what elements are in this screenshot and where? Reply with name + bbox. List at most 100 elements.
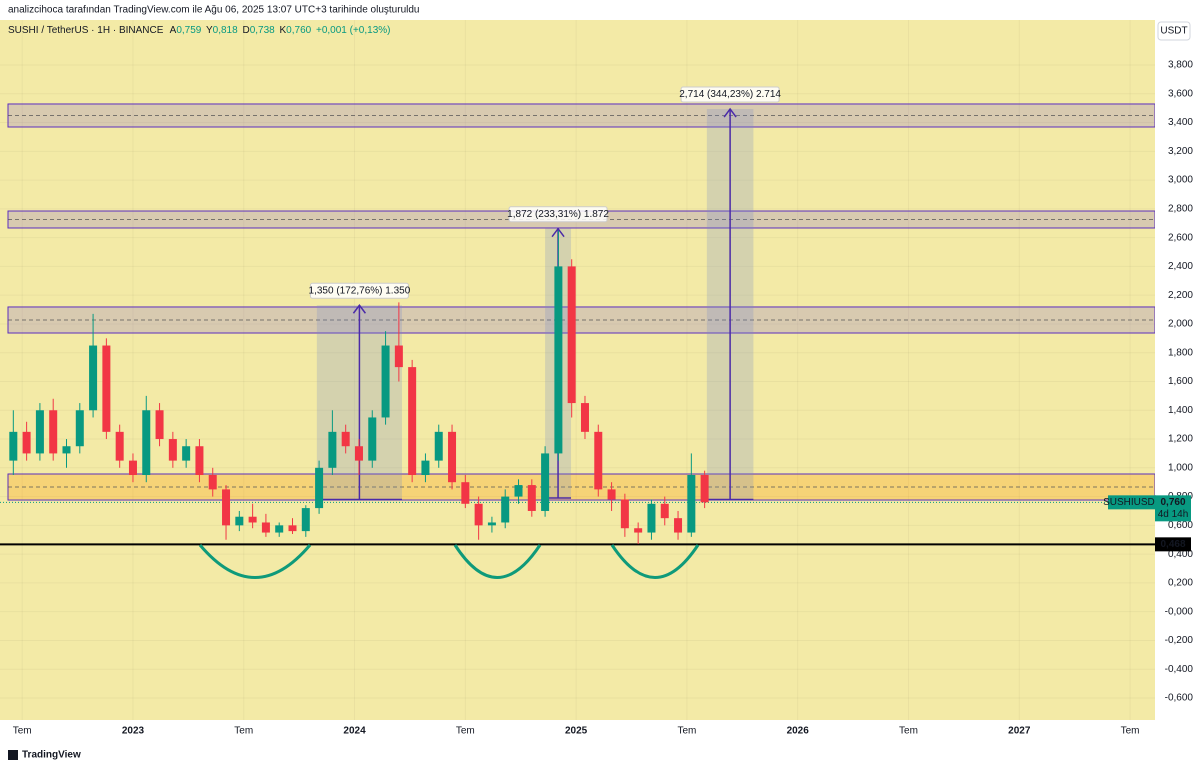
measure-label-box — [309, 282, 409, 299]
last-symbol: SUSHIUSDT — [1103, 497, 1161, 508]
last-price: 0,760 — [1160, 497, 1185, 508]
candle-body — [687, 475, 696, 533]
candle-body — [261, 522, 270, 533]
x-tick-label: 2023 — [122, 726, 145, 737]
y-tick-label: 1,200 — [1168, 434, 1193, 445]
arrow-head — [723, 107, 737, 118]
y-tick-label: 2,400 — [1168, 261, 1193, 272]
candle-body — [341, 431, 350, 447]
candle-body — [434, 431, 443, 461]
candle-body — [448, 431, 457, 483]
candle-body — [49, 410, 58, 454]
x-tick-label: 2024 — [343, 726, 366, 737]
ohlc-key: Y — [206, 25, 213, 36]
candle-body — [301, 508, 310, 532]
candle-body — [89, 345, 98, 411]
x-tick-label: Tem — [13, 726, 32, 737]
candle-body — [554, 266, 563, 454]
symbol: SUSHI / TetherUS · 1H · BINANCE — [8, 25, 164, 36]
x-tick-label: 2027 — [1008, 726, 1031, 737]
candle-body — [168, 439, 177, 461]
candle-body — [474, 503, 483, 526]
price-axis: 3,800 3,600 3,400 3,200 3,000 2,800 2,600 2,400… — [0, 45, 1200, 742]
last-price-box — [1155, 495, 1191, 522]
currency-box[interactable] — [1157, 21, 1191, 41]
candle-body — [62, 446, 71, 454]
ohlc-value: 0,818 — [213, 25, 238, 36]
candle-body — [634, 528, 643, 533]
y-tick-label: 0,600 — [1168, 520, 1193, 531]
x-tick-label: Tem — [1121, 726, 1140, 737]
cup-shapes — [198, 544, 700, 579]
y-tick-label: -0,600 — [1165, 693, 1194, 704]
candle-body — [408, 367, 417, 476]
measure-label-box — [508, 206, 608, 223]
candle-body — [594, 431, 603, 490]
y-tick-label: 2,800 — [1168, 203, 1193, 214]
candle-body — [35, 410, 44, 454]
candle-body — [155, 410, 164, 440]
y-tick-label: 1,600 — [1168, 376, 1193, 387]
candle-body — [700, 475, 709, 503]
candles — [9, 230, 709, 545]
y-tick-label: -0,400 — [1165, 664, 1194, 675]
candle-body — [421, 460, 430, 476]
y-tick-label: 1,800 — [1168, 347, 1193, 358]
candle-body — [487, 522, 496, 526]
measure-label: 2,714 (344,23%) 2.714 — [679, 89, 781, 100]
candle-body — [461, 482, 470, 504]
candle-body — [620, 499, 629, 529]
cup-arc — [453, 544, 542, 579]
candle-body — [501, 496, 510, 523]
change: +0,001 (+0,13%) — [316, 25, 391, 36]
support-label: 0,468 — [1160, 539, 1185, 550]
candle-body — [115, 431, 124, 461]
ohlc-key: D — [242, 25, 249, 36]
y-tick-label: 1,000 — [1168, 462, 1193, 473]
candle-body — [394, 345, 403, 368]
candle-body — [607, 489, 616, 500]
y-tick-label: 3,400 — [1168, 117, 1193, 128]
candle-body — [235, 516, 244, 526]
candle-body — [208, 475, 217, 490]
ohlc-value: 0,759 — [176, 25, 201, 36]
plot-background — [0, 20, 1155, 720]
candle-body — [514, 485, 523, 497]
candle-body — [182, 446, 191, 461]
candle-body — [315, 467, 324, 509]
y-tick-label: 0,400 — [1168, 549, 1193, 560]
candle-body — [128, 460, 137, 476]
cup-arc — [610, 544, 700, 579]
time-axis-background — [0, 720, 1155, 742]
y-tick-label: -0,200 — [1165, 635, 1194, 646]
currency: USDT — [1160, 26, 1187, 37]
ohlc-key: K — [280, 25, 287, 36]
measure-label-box — [680, 86, 780, 103]
x-tick-label: 2026 — [787, 726, 810, 737]
candle-body — [354, 446, 363, 461]
candle-body — [541, 453, 550, 511]
last-symbol-box — [1108, 495, 1156, 510]
candle-body — [674, 518, 683, 533]
grid — [0, 20, 1155, 720]
ohlc-value: 0,738 — [250, 25, 275, 36]
countdown: 4d 14h — [1158, 509, 1189, 520]
candle-body — [22, 431, 31, 454]
candle-body — [527, 485, 536, 511]
candle-body — [647, 503, 656, 533]
brand-logo — [8, 750, 18, 760]
candle-body — [328, 431, 337, 468]
candle-body — [660, 503, 669, 519]
attribution: analizcihoca tarafından TradingView.com … — [8, 5, 419, 16]
candle-body — [248, 516, 257, 523]
x-tick-label: 2025 — [565, 726, 588, 737]
arrow-head — [352, 303, 367, 314]
candle-body — [275, 525, 284, 533]
y-tick-label: -0,000 — [1165, 606, 1194, 617]
x-tick-label: Tem — [899, 726, 918, 737]
candle-body — [195, 446, 204, 476]
candle-body — [580, 403, 589, 432]
cup-arc — [198, 544, 312, 579]
